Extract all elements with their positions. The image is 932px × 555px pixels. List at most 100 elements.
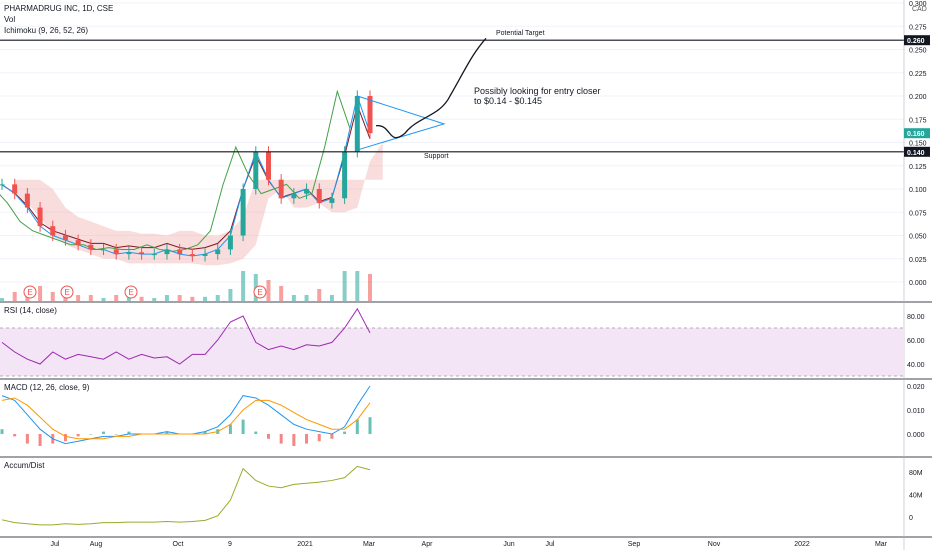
candle-body [50, 226, 56, 236]
macd-histogram-bar [165, 431, 169, 434]
earnings-marker-label: E [257, 288, 262, 297]
time-tick-label: 2021 [297, 541, 313, 548]
rsi-tick-label: 40.00 [907, 362, 925, 369]
volume-bar [342, 271, 347, 301]
time-tick-label: Nov [708, 541, 721, 548]
candle-body [342, 151, 348, 199]
price-tick-label: 0.175 [909, 117, 927, 124]
ichimoku-cloud [14, 142, 383, 266]
price-tick-label: 0.100 [909, 187, 927, 194]
candle-body [227, 235, 233, 250]
volume-bar [114, 295, 119, 301]
macd-histogram-bar [38, 434, 42, 446]
price-tick-label: 0.300 [909, 1, 927, 8]
macd-histogram-bar [317, 434, 321, 442]
candle-body [177, 249, 183, 255]
volume-bar [279, 286, 284, 301]
candle-body [253, 151, 259, 189]
accum-tick-label: 80M [909, 470, 923, 477]
time-axis: Jul Aug Oct 9 2021 Mar Apr Jun Jul Sep Nov 2022 Mar [51, 541, 888, 548]
macd-histogram-bar [127, 431, 131, 434]
candle-body [329, 198, 335, 203]
time-tick-label: Aug [90, 541, 103, 548]
target-price-badge [904, 35, 930, 46]
volume-bar [304, 295, 309, 301]
volume-bar [164, 295, 169, 301]
candle-body [75, 240, 81, 245]
candle-body [304, 189, 310, 194]
earnings-marker-label: E [64, 288, 69, 297]
price-tick-label: 0.075 [909, 210, 927, 217]
accum-tick-label: 0 [909, 515, 913, 522]
volume-legend: Vol [4, 15, 16, 24]
candle-body [215, 249, 221, 255]
earnings-marker [23, 285, 37, 299]
volume-bar [177, 295, 182, 301]
rsi-band [0, 328, 904, 376]
time-tick-label: Oct [173, 541, 184, 548]
candle-body [316, 189, 322, 203]
volume-bar [329, 295, 334, 301]
volume-bar [126, 296, 131, 301]
macd-tick-label: 0.010 [907, 408, 925, 415]
macd-tick-label: 0.020 [907, 384, 925, 391]
candle-body [0, 184, 5, 186]
rsi-legend: RSI (14, close) [4, 306, 57, 315]
rsi-line [1, 307, 371, 365]
volume-bar [0, 298, 4, 301]
earnings-marker-label: E [128, 288, 133, 297]
price-tick-label: 0.200 [909, 94, 927, 101]
volume-bar [355, 271, 360, 301]
accum-legend: Accum/Dist [4, 461, 45, 470]
candle-body [291, 193, 297, 199]
volume-bar [203, 296, 208, 301]
signal-line [1, 397, 371, 440]
macd-histogram-bar [114, 434, 118, 435]
price-tick-label: 0.125 [909, 164, 927, 171]
candle-body [151, 254, 157, 256]
candle-body [139, 252, 145, 255]
candle-body [37, 207, 43, 227]
macd-histogram-bar [0, 429, 4, 434]
earnings-marker [253, 285, 267, 299]
rsi-tick-label: 60.00 [907, 338, 925, 345]
candle-body [278, 179, 284, 199]
candle-body [12, 184, 18, 194]
support-price-badge [904, 146, 930, 157]
price-tick-label: 0.150 [909, 141, 927, 148]
time-tick-label: Jun [503, 541, 514, 548]
current-price-badge-label: 0.160 [907, 131, 925, 138]
entry-note-line1: Possibly looking for entry closer [474, 86, 601, 96]
price-tick-label: 0.225 [909, 71, 927, 78]
price-tick-label: 0.250 [909, 48, 927, 55]
time-tick-label: Jul [546, 541, 555, 548]
target-price-badge-label: 0.260 [907, 38, 925, 45]
candle-body [367, 96, 373, 134]
current-price-badge [904, 128, 930, 139]
candle-body [101, 249, 107, 251]
cloud-area [14, 142, 383, 266]
macd-histogram-bar [368, 417, 372, 434]
entry-note-line2: to $0.14 - $0.145 [474, 96, 543, 106]
macd-histogram-bar [76, 434, 80, 437]
macd-histogram-bar [330, 434, 334, 439]
volume-bar [266, 280, 271, 301]
macd-histogram-bar [203, 431, 207, 434]
time-tick-label: 2022 [794, 541, 810, 548]
candle-body [202, 254, 208, 256]
candle-body [240, 189, 246, 236]
earnings-marker-label: E [27, 288, 32, 297]
volume-bar [38, 286, 43, 301]
volume-bar [88, 295, 93, 301]
time-tick-label: Jul [51, 541, 60, 548]
macd-histogram-bar [241, 419, 245, 434]
volume-bar [317, 289, 322, 301]
earnings-marker [60, 285, 74, 299]
macd-histogram-bar [102, 431, 106, 434]
currency-label: CAD [912, 6, 927, 13]
